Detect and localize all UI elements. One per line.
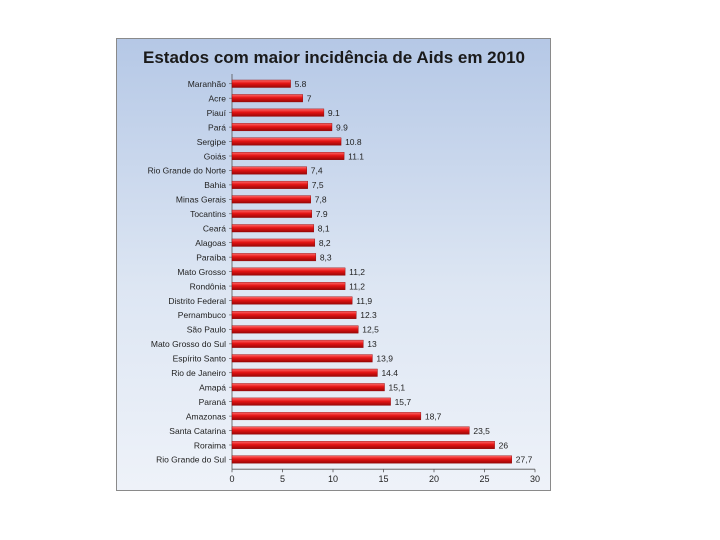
value-label: 11,9 — [356, 296, 372, 306]
value-label: 15,7 — [395, 397, 412, 407]
bar — [231, 195, 311, 204]
category-label: Espírito Santo — [173, 354, 227, 364]
bar — [231, 383, 385, 392]
category-label: Mato Grosso — [177, 267, 226, 277]
x-tick-label: 15 — [378, 474, 388, 484]
value-label: 27,7 — [516, 455, 533, 465]
bar — [231, 180, 308, 189]
category-label: Tocantins — [190, 209, 226, 219]
category-label: Rondônia — [190, 281, 227, 291]
value-label: 7,8 — [315, 195, 327, 205]
value-label: 15,1 — [389, 382, 406, 392]
category-label: Maranhão — [188, 79, 227, 89]
bar — [231, 108, 325, 117]
value-label: 9.9 — [336, 122, 348, 132]
category-label: Amazonas — [186, 411, 226, 421]
category-label: Goiás — [204, 151, 226, 161]
bar — [231, 296, 353, 305]
value-label: 23,5 — [473, 426, 490, 436]
bar — [231, 325, 359, 334]
category-label: Rio Grande do Sul — [156, 455, 226, 465]
value-label: 11,2 — [349, 267, 365, 277]
category-label: Santa Catarina — [169, 426, 226, 436]
value-label: 13,9 — [376, 354, 393, 364]
category-label: Bahia — [204, 180, 226, 190]
category-label: Roraima — [194, 440, 226, 450]
category-label: Piauí — [207, 108, 227, 118]
value-label: 7,4 — [311, 166, 323, 176]
category-label: Distrito Federal — [168, 296, 226, 306]
value-label: 8,2 — [319, 238, 331, 248]
category-label: Rio Grande do Norte — [148, 166, 227, 176]
bar — [231, 311, 357, 319]
category-label: Acre — [209, 93, 227, 103]
value-label: 7.9 — [316, 209, 328, 219]
bar — [231, 441, 495, 449]
bar — [231, 397, 391, 406]
value-label: 10.8 — [345, 137, 362, 147]
value-label: 9.1 — [328, 108, 340, 118]
bar — [231, 354, 373, 363]
bar — [231, 412, 422, 421]
value-label: 18,7 — [425, 411, 442, 421]
value-label: 11.1 — [348, 151, 364, 161]
x-tick-label: 10 — [328, 474, 338, 484]
category-label: Paraná — [199, 397, 227, 407]
bar — [231, 426, 470, 435]
bar — [231, 79, 291, 88]
bar — [231, 282, 346, 291]
value-label: 7 — [307, 93, 312, 103]
value-label: 8,3 — [320, 252, 332, 262]
bars-layer: Maranhão 5.8 Acre 7 Piauí 9.1 Pará 9.9 Sergipe 10… — [148, 79, 533, 465]
category-label: Sergipe — [197, 137, 227, 147]
axis-layer: 0 5 10 15 20 25 30 — [229, 74, 540, 484]
x-tick-label: 5 — [280, 474, 285, 484]
value-label: 11,2 — [349, 281, 365, 291]
bar — [231, 368, 378, 377]
category-label: Amapá — [199, 382, 226, 392]
category-label: Pernambuco — [178, 310, 226, 320]
value-label: 8,1 — [318, 224, 330, 234]
bar — [231, 123, 333, 132]
x-tick-label: 0 — [229, 474, 234, 484]
value-label: 12.3 — [360, 310, 377, 320]
value-label: 13 — [367, 339, 377, 349]
chart-frame: Estados com maior incidência de Aids em … — [116, 38, 551, 491]
category-label: São Paulo — [187, 325, 226, 335]
chart-title: Estados com maior incidência de Aids em … — [143, 48, 525, 67]
value-label: 5.8 — [295, 79, 307, 89]
bar — [231, 267, 346, 276]
bar — [231, 166, 307, 175]
value-label: 12,5 — [362, 325, 379, 335]
x-tick-label: 30 — [530, 474, 540, 484]
value-label: 26 — [499, 440, 509, 450]
category-label: Pará — [208, 122, 226, 132]
category-label: Paraíba — [196, 252, 226, 262]
bar — [231, 253, 317, 262]
bar — [231, 238, 316, 247]
bar — [231, 209, 312, 218]
category-label: Minas Gerais — [176, 195, 226, 205]
category-label: Mato Grosso do Sul — [151, 339, 226, 349]
bar — [231, 94, 303, 103]
x-tick-label: 25 — [479, 474, 489, 484]
category-label: Ceará — [203, 224, 226, 234]
bar — [231, 152, 345, 160]
category-label: Alagoas — [195, 238, 226, 248]
bar — [231, 137, 342, 146]
bar — [231, 339, 364, 348]
value-label: 7,5 — [312, 180, 324, 190]
value-label: 14.4 — [381, 368, 398, 378]
bar — [231, 455, 512, 464]
bar-chart: Estados com maior incidência de Aids em … — [143, 48, 540, 484]
category-label: Rio de Janeiro — [171, 368, 226, 378]
bar — [231, 224, 315, 233]
x-tick-label: 20 — [429, 474, 439, 484]
